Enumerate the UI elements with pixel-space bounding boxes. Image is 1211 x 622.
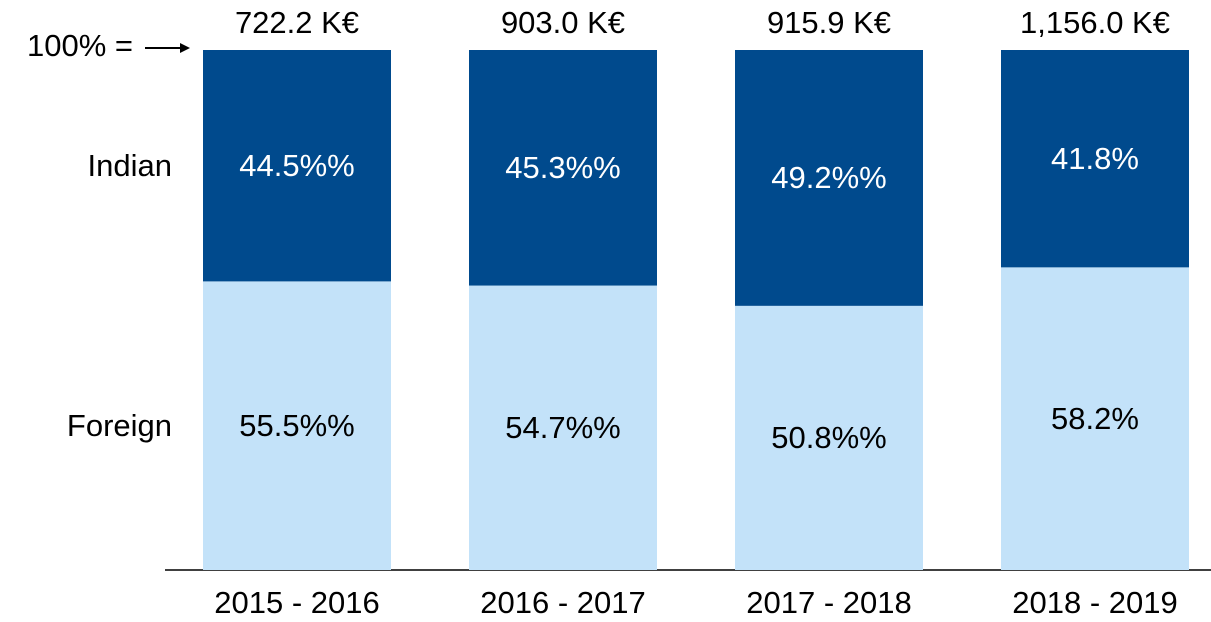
total-label: 915.9 K€ bbox=[767, 5, 891, 40]
value-label: 54.7%% bbox=[505, 410, 620, 445]
total-label: 722.2 K€ bbox=[235, 5, 359, 40]
x-tick-label: 2018 - 2019 bbox=[1012, 585, 1177, 620]
series-label: Foreign bbox=[67, 408, 172, 443]
bar-segment bbox=[735, 305, 923, 570]
x-tick-label: 2016 - 2017 bbox=[480, 585, 645, 620]
total-annotation: 100% = bbox=[27, 28, 133, 63]
bar-segment bbox=[1001, 267, 1189, 570]
value-label: 58.2% bbox=[1051, 401, 1139, 436]
bar-segment bbox=[469, 285, 657, 570]
series-label: Indian bbox=[88, 148, 172, 183]
value-label: 50.8%% bbox=[771, 420, 886, 455]
value-label: 55.5%% bbox=[239, 408, 354, 443]
bar-segment bbox=[1001, 50, 1189, 268]
x-tick-label: 2017 - 2018 bbox=[746, 585, 911, 620]
x-tick-label: 2015 - 2016 bbox=[214, 585, 379, 620]
bar-segment bbox=[203, 50, 391, 282]
value-label: 49.2%% bbox=[771, 160, 886, 195]
arrow-head bbox=[180, 43, 190, 53]
value-label: 45.3%% bbox=[505, 150, 620, 185]
bar-segment bbox=[203, 281, 391, 570]
value-label: 44.5%% bbox=[239, 148, 354, 183]
bar-segment bbox=[735, 50, 923, 306]
total-label: 903.0 K€ bbox=[501, 5, 625, 40]
bar-segment bbox=[469, 50, 657, 286]
value-label: 41.8% bbox=[1051, 141, 1139, 176]
total-label: 1,156.0 K€ bbox=[1020, 5, 1170, 40]
